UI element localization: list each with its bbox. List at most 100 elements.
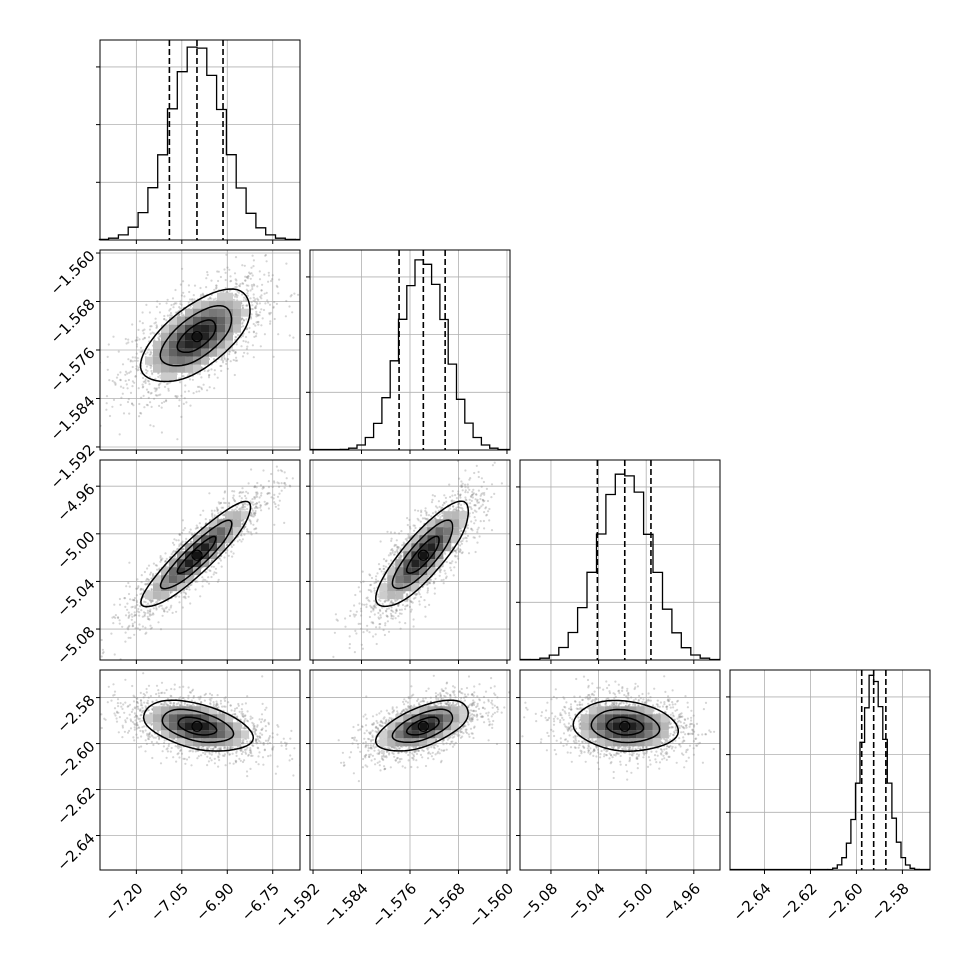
scatter-point bbox=[249, 519, 252, 522]
scatter-point bbox=[202, 293, 205, 296]
scatter-point bbox=[242, 506, 245, 509]
scatter-point bbox=[293, 292, 296, 295]
scatter-point bbox=[241, 282, 244, 285]
scatter-point bbox=[265, 291, 268, 294]
scatter-point bbox=[170, 590, 173, 594]
scatter-point bbox=[258, 496, 261, 499]
density-cell bbox=[169, 364, 177, 373]
scatter-point bbox=[213, 373, 216, 376]
scatter-point bbox=[149, 401, 152, 404]
scatter-point bbox=[264, 302, 267, 305]
scatter-point bbox=[480, 493, 483, 496]
density-cell bbox=[177, 332, 185, 341]
density-cell bbox=[217, 324, 225, 333]
scatter-point bbox=[199, 286, 202, 290]
scatter-point bbox=[454, 554, 457, 557]
scatter-point bbox=[360, 610, 363, 613]
density-cell bbox=[185, 356, 193, 365]
scatter-point bbox=[397, 604, 400, 607]
scatter-point bbox=[222, 497, 225, 500]
scatter-point bbox=[247, 482, 250, 485]
scatter-point bbox=[461, 489, 464, 492]
scatter-point bbox=[132, 404, 135, 407]
density-cell bbox=[225, 292, 233, 301]
scatter-point bbox=[196, 526, 199, 529]
scatter-point bbox=[83, 428, 85, 430]
scatter-point bbox=[142, 394, 145, 397]
scatter-point bbox=[130, 606, 133, 609]
scatter-point bbox=[396, 550, 399, 553]
scatter-point bbox=[177, 314, 180, 318]
scatter-point bbox=[205, 571, 208, 574]
density-cell bbox=[233, 300, 241, 309]
scatter-point bbox=[455, 548, 459, 551]
scatter-point bbox=[157, 621, 160, 624]
scatter-point bbox=[144, 626, 147, 629]
scatter-point bbox=[461, 539, 464, 542]
scatter-point bbox=[382, 567, 385, 571]
histogram-panel-1 bbox=[96, 39, 301, 244]
scatter-point bbox=[454, 561, 457, 564]
scatter-point bbox=[215, 287, 218, 290]
scatter-point bbox=[421, 517, 424, 520]
scatter-point bbox=[394, 617, 397, 620]
scatter-point bbox=[264, 254, 267, 257]
scatter-point bbox=[231, 508, 234, 512]
scatter-point bbox=[178, 533, 181, 536]
scatter-point bbox=[273, 301, 276, 304]
scatter-point bbox=[265, 260, 268, 263]
scatter-point bbox=[289, 485, 292, 488]
scatter-point bbox=[222, 514, 226, 517]
scatter-point bbox=[460, 506, 463, 509]
scatter-point bbox=[230, 545, 233, 548]
scatter-point bbox=[174, 288, 177, 292]
scatter-point bbox=[243, 508, 246, 511]
scatter-point bbox=[151, 373, 154, 376]
scatter-point bbox=[474, 550, 477, 554]
scatter-point bbox=[140, 412, 143, 415]
scatter-point bbox=[215, 506, 218, 509]
scatter-point bbox=[401, 603, 404, 607]
scatter-point bbox=[275, 465, 278, 468]
scatter-point bbox=[200, 293, 203, 296]
scatter-point bbox=[256, 506, 259, 509]
scatter-point bbox=[283, 481, 286, 485]
scatter-point bbox=[182, 596, 185, 599]
scatter-point bbox=[240, 497, 243, 500]
scatter-point bbox=[219, 275, 222, 279]
scatter-point bbox=[240, 317, 244, 320]
scatter-point bbox=[155, 387, 159, 390]
scatter-point bbox=[142, 338, 145, 341]
scatter-point bbox=[154, 390, 157, 393]
scatter-point bbox=[207, 582, 211, 585]
scatter-point bbox=[455, 509, 459, 512]
scatter-point bbox=[390, 601, 393, 604]
scatter-point bbox=[218, 557, 221, 560]
scatter-point bbox=[406, 593, 409, 596]
scatter-point bbox=[168, 608, 171, 611]
scatter-point bbox=[215, 286, 218, 289]
scatter-point bbox=[290, 294, 293, 297]
scatter-point bbox=[359, 590, 362, 593]
scatter-point bbox=[253, 514, 257, 517]
scatter-point bbox=[373, 605, 376, 608]
scatter-point bbox=[442, 578, 445, 581]
scatter-point bbox=[240, 506, 243, 510]
scatter-point bbox=[277, 504, 280, 507]
scatter-point bbox=[181, 548, 184, 551]
scatter-point bbox=[146, 582, 149, 585]
density-cell bbox=[185, 308, 193, 317]
scatter-point bbox=[150, 577, 153, 580]
scatter-point bbox=[127, 615, 130, 618]
scatter-point bbox=[395, 609, 398, 612]
scatter-point bbox=[149, 366, 152, 369]
scatter-point bbox=[266, 492, 269, 495]
scatter-point bbox=[234, 338, 237, 341]
scatter-point bbox=[223, 556, 226, 559]
scatter-point bbox=[418, 603, 421, 606]
scatter-point bbox=[468, 505, 471, 508]
scatter-point bbox=[466, 527, 469, 530]
scatter-point bbox=[154, 321, 157, 324]
scatter-point bbox=[379, 599, 382, 602]
scatter-point bbox=[227, 501, 231, 504]
